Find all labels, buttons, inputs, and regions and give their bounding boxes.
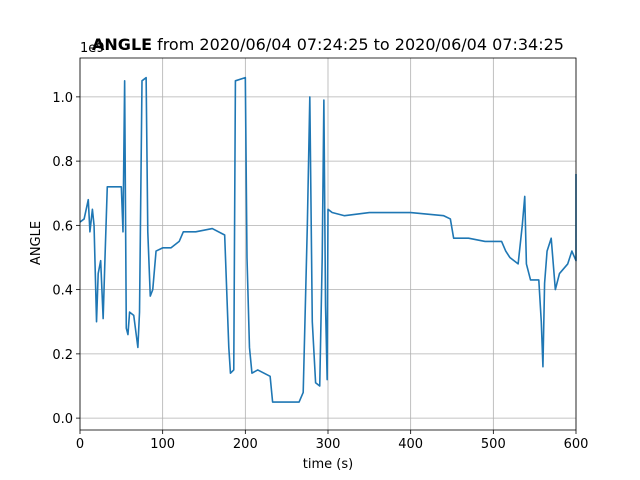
y-tick-label: 0.0 (52, 412, 73, 427)
chart-title: ANGLE from 2020/06/04 07:24:25 to 2020/06… (92, 35, 564, 54)
x-axis-label: time (s) (303, 457, 353, 472)
data-line (79, 76, 577, 403)
title-text: from 2020/06/04 07:24:25 to 2020/06/04 0… (157, 35, 564, 54)
x-tick-label: 300 (316, 437, 341, 452)
y-tick-label: 0.4 (52, 284, 73, 299)
x-tick-label: 200 (233, 437, 258, 452)
x-tick-label: 600 (564, 437, 589, 452)
y-tick-label: 1.0 (52, 91, 73, 106)
title-variable: ANGLE (92, 35, 152, 54)
y-tick-label: 0.6 (52, 219, 73, 234)
x-tick-label: 100 (150, 437, 175, 452)
x-tick-label: 0 (76, 437, 84, 452)
y-tick-label: 0.2 (52, 348, 73, 363)
x-tick-label: 400 (398, 437, 423, 452)
y-axis-label: ANGLE (29, 221, 44, 265)
x-tick-label: 500 (481, 437, 506, 452)
plot-frame (79, 57, 577, 431)
offset-text: 1e9 (80, 41, 105, 56)
y-tick-label: 0.8 (52, 155, 73, 170)
